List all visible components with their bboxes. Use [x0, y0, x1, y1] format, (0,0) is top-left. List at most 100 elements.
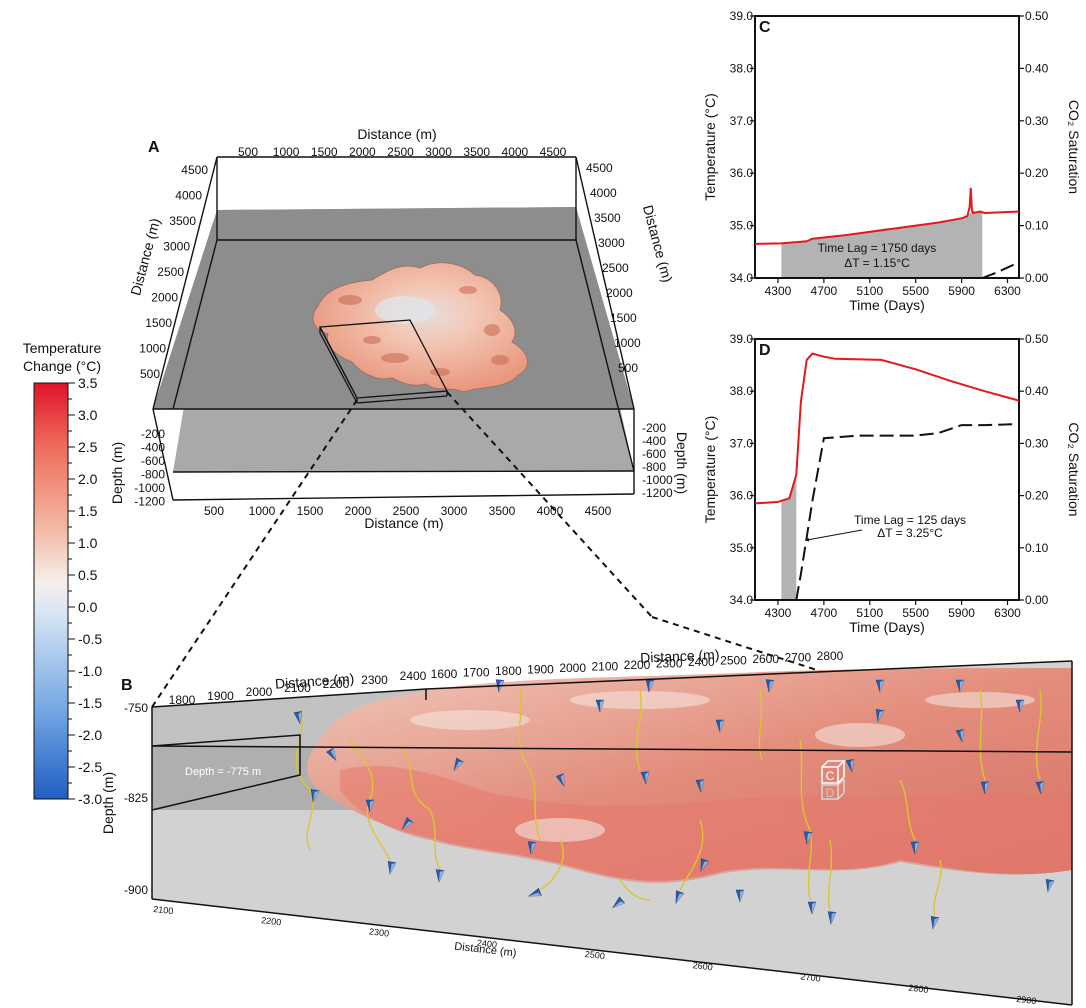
colorbar-tick-label: 0.0: [78, 599, 98, 615]
panel-a-top-tick-label: 3500: [463, 145, 490, 159]
panel-a-top-tick-label: 4500: [540, 145, 567, 159]
panel-b-top-left-tick: 2300: [361, 673, 388, 687]
flow-arrow-highlight: [850, 759, 854, 772]
panel-b-top-right-tick: 2600: [752, 652, 779, 666]
panel-d-shaded-lag: [781, 474, 797, 600]
flow-arrow-highlight: [960, 680, 964, 692]
panel-b-depth-plane-label: Depth = -775 m: [185, 766, 261, 778]
panel-a-top-tick-label: 1000: [273, 145, 300, 159]
panel-a-right-tick-label: 500: [618, 361, 638, 375]
colorbar-ticks: 3.5 3.0 2.5 2.0 1.5 1.0 0.5 0.0 -0.5 -1.0 -1.5 -2.0…: [68, 375, 102, 807]
flow-arrow: [310, 788, 320, 803]
panel-b-surface-highlights: [410, 691, 1035, 842]
flow-arrow-highlight: [1040, 781, 1044, 794]
panel-a-top-tick-label: 3000: [425, 145, 452, 159]
panel-a-bottom-tick-label: 2500: [393, 504, 420, 518]
panel-a-right-depth-tick: -1200: [642, 486, 673, 500]
panel-b-top-right-tick: 1700: [463, 666, 490, 680]
panel-d-letter: D: [759, 342, 771, 359]
panel-b-bottom-tick: 2100: [153, 904, 174, 916]
colorbar-tick-label: 3.5: [78, 375, 98, 391]
flow-arrow-highlight: [612, 901, 625, 908]
cube-marker-c: C: [826, 769, 835, 783]
x-tick-label: 5500: [902, 606, 929, 620]
flow-arrow-highlight: [454, 761, 464, 771]
colorbar: Temperature Change (°C) 3.5 3.0 2.5 2.0 1.5 1…: [23, 340, 103, 807]
panel-b-top-right-tick: 2100: [591, 660, 618, 674]
colorbar-tick-label: -3.0: [78, 791, 102, 807]
panel-a-left-tick-label: 4500: [181, 163, 208, 177]
panel-b-depth-tick: -750: [124, 701, 148, 715]
y2-tick-label: 0.30: [1025, 436, 1049, 450]
flow-arrow: [612, 896, 625, 909]
flow-arrow: [675, 890, 685, 905]
y-tick-label: 39.0: [730, 332, 754, 346]
panel-a-right-depth-tick: -400: [642, 434, 666, 448]
panel-a-left-depth-tick: -1200: [134, 495, 165, 509]
flow-arrow-highlight: [370, 800, 374, 812]
x-tick-label: 6300: [994, 284, 1021, 298]
colorbar-title-2: Change (°C): [23, 358, 101, 374]
x-tick-label: 4700: [811, 284, 838, 298]
panel-a-left-tick-label: 1000: [139, 342, 166, 356]
panel-a-left-tick-label: 1500: [145, 316, 172, 330]
x-tick-label: 6300: [994, 606, 1021, 620]
flow-arrow: [527, 841, 537, 855]
colorbar-title-1: Temperature: [23, 340, 102, 356]
panel-b-bottom-tick: 2800: [908, 983, 929, 995]
panel-a-top-axis-label: Distance (m): [357, 126, 436, 142]
x-tick-label: 4700: [811, 606, 838, 620]
panel-a-left-depth-label: Depth (m): [109, 442, 125, 504]
y-tick-label: 36.0: [730, 166, 754, 180]
colorbar-tick-label: -1.0: [78, 663, 102, 679]
panel-d-chart: 4300 4700 5100 5500 5900 6300 34.0 35.0 36.0 37.0…: [702, 332, 1082, 635]
y-tick-label: 34.0: [730, 593, 754, 607]
flow-arrow-highlight: [985, 782, 989, 794]
flow-arrow: [365, 799, 375, 813]
y-tick-label: 35.0: [730, 541, 754, 555]
colorbar-tick-label: 1.5: [78, 503, 98, 519]
flow-arrow: [293, 710, 303, 725]
flow-arrow-highlight: [915, 842, 919, 854]
panel-a-right-tick-label: 2500: [602, 261, 629, 275]
flow-arrow-highlight: [331, 748, 336, 761]
flow-arrow-highlight: [528, 892, 542, 897]
panel-a-top-tick-label: 500: [238, 145, 258, 159]
panel-c-frame: [754, 15, 1020, 279]
panel-a-bottom-tick-label: 4000: [537, 504, 564, 518]
flow-arrow: [1015, 699, 1025, 713]
flow-arrow: [555, 773, 565, 788]
panel-b-box: [151, 660, 1073, 1006]
panel-a-right-tick-label: 1500: [610, 311, 637, 325]
flow-arrow: [955, 728, 965, 743]
panel-b-top-right-tick: 2300: [656, 657, 683, 671]
flow-arrow: [595, 699, 605, 713]
panel-b-bottom-tick: 2700: [800, 971, 821, 983]
panel-c-annotation-lag: Time Lag = 1750 days: [818, 241, 937, 255]
flow-arrow: [875, 679, 885, 693]
panel-b-depth-tick: -900: [124, 883, 148, 897]
panel-a-plume-cool-zone: [375, 296, 435, 324]
panel-a-bottom-tick-label: 2000: [345, 504, 372, 518]
y-tick-label: 36.0: [730, 489, 754, 503]
panel-b-bottom-tick: 2400: [476, 938, 497, 950]
flow-arrow: [1045, 878, 1055, 893]
colorbar-tick-label: -0.5: [78, 631, 102, 647]
colorbar-tick-label: 2.0: [78, 471, 98, 487]
panel-b-cube-markers: C D: [821, 760, 846, 800]
panel-a-right-depth-label: Depth (m): [674, 432, 690, 494]
flow-arrow-highlight: [812, 902, 816, 914]
panel-c-series-co2-line: [981, 261, 1020, 279]
flow-arrow: [827, 911, 837, 925]
panel-b-hot-layer: [340, 766, 1072, 883]
y-tick-label: 37.0: [730, 114, 754, 128]
y2-tick-label: 0.40: [1025, 384, 1049, 398]
panel-a-bottom-tick-label: 3500: [489, 504, 516, 518]
panel-b-top-right-tick: 1900: [527, 663, 554, 677]
panel-a-right-depth-tick: -600: [642, 447, 666, 461]
flow-arrow: [715, 719, 725, 733]
panel-a-left-tick-label: 2500: [157, 265, 184, 279]
flow-arrow: [910, 841, 920, 855]
y-tick-label: 38.0: [730, 61, 754, 75]
panel-a-right-tick-label: 4500: [586, 161, 613, 175]
